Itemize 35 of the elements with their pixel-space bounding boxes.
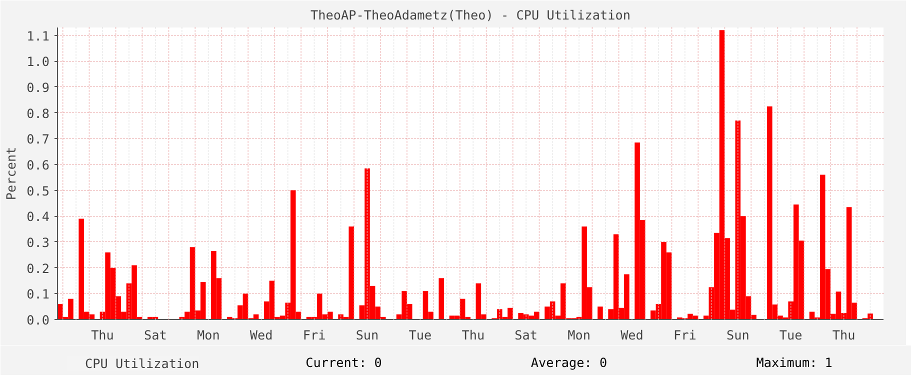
y-tick-label: 0.1 [26, 286, 50, 302]
chart-title: TheoAP-TheoAdametz(Theo) - CPU Utilization [310, 8, 631, 22]
y-tick-label: 0.3 [26, 234, 50, 250]
y-tick-label: 0.5 [26, 183, 50, 198]
text: CPU Utilization [85, 356, 200, 371]
x-tick-label: Tue [408, 328, 432, 342]
bar [598, 306, 603, 320]
y-tick-label: 0.8 [26, 106, 50, 121]
x-tick-label: Mon [568, 328, 590, 342]
x-tick-label: Tue [779, 328, 802, 342]
x-tick-label: Wed [620, 328, 644, 342]
y-axis-title: Percent [4, 146, 19, 200]
x-tick-label: Wed [250, 328, 273, 342]
x-tick-label: Fri [674, 328, 696, 342]
y-tick-label: 0.2 [26, 260, 50, 276]
x-tick-label: Sun [356, 328, 379, 342]
x-tick-label: Thu [832, 328, 856, 342]
y-tick-label: 1.0 [26, 54, 50, 70]
x-tick-label: Sat [144, 328, 167, 342]
x-tick-label: Sun [726, 328, 750, 342]
text: Average: 0 [530, 355, 608, 370]
y-tick-label: 0.7 [26, 132, 50, 147]
x-tick-label: Fri [302, 328, 326, 342]
text: Maximum: 1 [756, 355, 832, 370]
y-tick-label: 0.9 [26, 80, 50, 95]
y-tick-label: 0.0 [26, 312, 50, 328]
x-tick-label: Thu [91, 328, 114, 342]
y-tick-label: 0.4 [26, 209, 50, 224]
text: Current: 0 [306, 355, 382, 370]
x-tick-label: Mon [196, 328, 220, 342]
bar [438, 278, 444, 320]
y-tick-label: 0.6 [26, 157, 50, 172]
y-tick-label: 1.1 [26, 28, 50, 44]
x-tick-label: Thu [462, 328, 485, 342]
x-tick-label: Sat [514, 328, 538, 342]
